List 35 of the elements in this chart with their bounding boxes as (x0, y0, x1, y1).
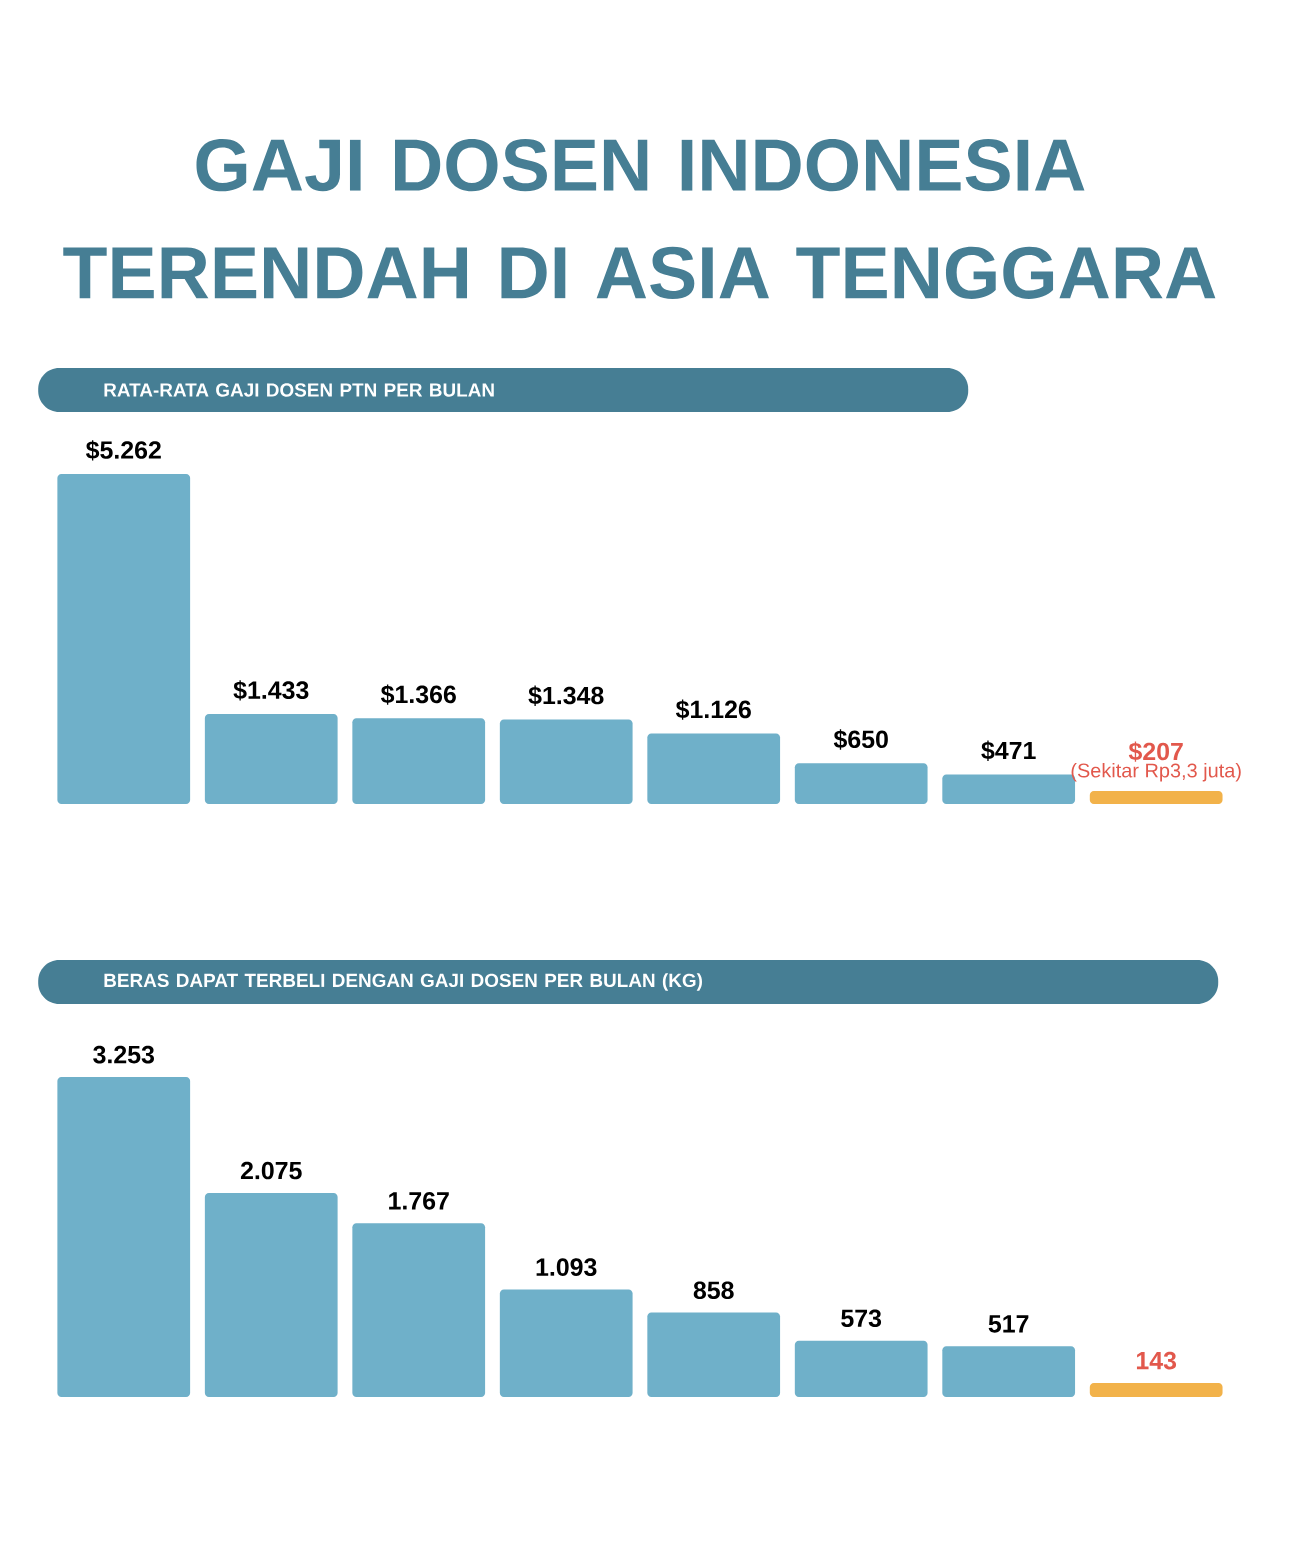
bar (794, 763, 928, 804)
chart-subtitle: RATA-RATA GAJI DOSEN PTN PER BULAN (104, 383, 494, 397)
bar (57, 473, 191, 804)
annotation: (Sekitar Rp3,3 juta) (1071, 762, 1241, 782)
data-label: $1.348 (528, 685, 604, 706)
bar (942, 1346, 1076, 1397)
data-label: $650 (833, 729, 888, 750)
data-label: 1.767 (389, 1192, 449, 1210)
bar (1089, 1382, 1223, 1397)
data-label: $1.126 (675, 699, 751, 720)
data-label: 3.253 (93, 1045, 154, 1064)
data-label: 573 (841, 1309, 882, 1328)
data-label: $1.366 (380, 684, 456, 705)
data-label: $1.433 (233, 680, 309, 701)
bar (499, 719, 633, 804)
data-label: $5.262 (85, 440, 161, 461)
data-label: 517 (988, 1315, 1029, 1333)
data-label: $207 (1128, 741, 1183, 762)
bar (57, 1076, 191, 1397)
bar (1089, 791, 1223, 804)
bar (204, 714, 338, 804)
bar (647, 733, 781, 804)
data-label: 143 (1136, 1351, 1177, 1370)
data-label: $471 (981, 740, 1036, 761)
data-label: 858 (693, 1281, 734, 1300)
bar (204, 1192, 338, 1397)
bar (647, 1312, 781, 1397)
chart-title: GAJI DOSEN INDONESIA TERENDAH DI ASIA TENGGARA (63, 139, 1216, 299)
data-label: 1.093 (536, 1258, 597, 1276)
bar (352, 718, 486, 804)
chart-title: BERAS DAPAT TERBELI DENGAN GAJI DOSEN PER BULAN (KG) (104, 973, 702, 991)
bar (499, 1289, 633, 1397)
data-label: 2.075 (240, 1161, 302, 1180)
bar (352, 1223, 486, 1397)
bar (794, 1340, 928, 1397)
